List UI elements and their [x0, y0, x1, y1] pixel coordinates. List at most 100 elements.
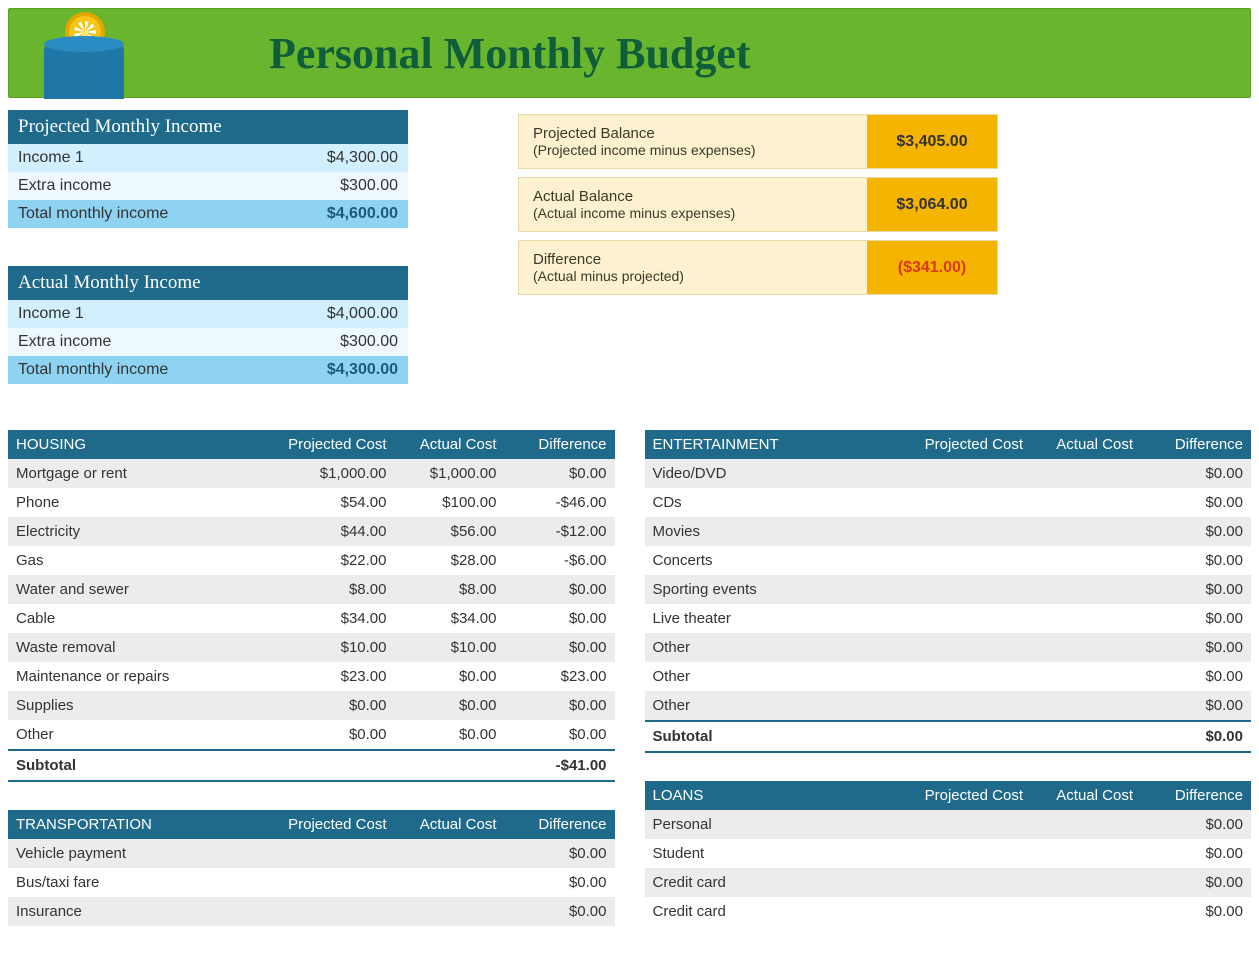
balance-label: Actual Balance(Actual income minus expen…	[519, 178, 867, 231]
row-label: Maintenance or repairs	[8, 662, 265, 691]
row-actual	[1031, 691, 1141, 721]
row-actual	[1031, 459, 1141, 488]
col-header-difference: Difference	[505, 810, 615, 839]
jar-icon	[44, 44, 124, 99]
projected-income-label: Income 1	[18, 149, 268, 167]
row-difference: $0.00	[1141, 575, 1251, 604]
row-difference: $0.00	[505, 633, 615, 662]
subtotal-label: Subtotal	[8, 750, 265, 781]
row-actual	[1031, 575, 1141, 604]
page-title: Personal Monthly Budget	[269, 28, 751, 79]
row-actual: $0.00	[395, 720, 505, 750]
row-difference: -$12.00	[505, 517, 615, 546]
row-label: Electricity	[8, 517, 265, 546]
row-label: Phone	[8, 488, 265, 517]
balance-subtitle: (Actual minus projected)	[533, 268, 853, 284]
row-actual: $100.00	[395, 488, 505, 517]
categories-left-column: HOUSINGProjected CostActual CostDifferen…	[8, 430, 615, 954]
projected-income-total-label: Total monthly income	[18, 205, 268, 223]
actual-income-value: $4,000.00	[268, 305, 398, 323]
row-projected	[901, 868, 1031, 897]
row-actual: $8.00	[395, 575, 505, 604]
category-name: ENTERTAINMENT	[645, 430, 902, 459]
row-difference: -$46.00	[505, 488, 615, 517]
row-actual	[1031, 897, 1141, 926]
row-difference: $0.00	[1141, 517, 1251, 546]
categories-right-column: ENTERTAINMENTProjected CostActual CostDi…	[645, 430, 1252, 954]
actual-income-row: Extra income$300.00	[8, 328, 408, 356]
row-projected: $44.00	[265, 517, 395, 546]
row-actual	[1031, 633, 1141, 662]
balance-column: Projected Balance(Projected income minus…	[518, 114, 998, 303]
balance-value: ($341.00)	[867, 241, 997, 294]
row-label: Other	[8, 720, 265, 750]
table-row: Concerts$0.00	[645, 546, 1252, 575]
row-difference: $0.00	[1141, 604, 1251, 633]
category-name: LOANS	[645, 781, 902, 810]
balance-subtitle: (Actual income minus expenses)	[533, 205, 853, 221]
row-difference: $0.00	[505, 897, 615, 926]
row-label: Supplies	[8, 691, 265, 720]
row-projected	[901, 517, 1031, 546]
row-label: Personal	[645, 810, 902, 839]
row-difference: $0.00	[1141, 488, 1251, 517]
table-row: Live theater$0.00	[645, 604, 1252, 633]
row-difference: $0.00	[505, 868, 615, 897]
row-label: Vehicle payment	[8, 839, 265, 868]
row-label: Concerts	[645, 546, 902, 575]
row-label: Student	[645, 839, 902, 868]
row-actual: $56.00	[395, 517, 505, 546]
row-projected: $8.00	[265, 575, 395, 604]
table-row: Supplies$0.00$0.00$0.00	[8, 691, 615, 720]
actual-income-header: Actual Monthly Income	[8, 266, 408, 300]
row-difference: $0.00	[1141, 868, 1251, 897]
col-header-projected: Projected Cost	[265, 430, 395, 459]
actual-income-total-label: Total monthly income	[18, 361, 268, 379]
row-actual: $0.00	[395, 691, 505, 720]
table-row: Gas$22.00$28.00-$6.00	[8, 546, 615, 575]
row-label: Gas	[8, 546, 265, 575]
row-difference: $23.00	[505, 662, 615, 691]
table-row: Video/DVD $0.00	[645, 459, 1252, 488]
row-label: Mortgage or rent	[8, 459, 265, 488]
balance-row: Projected Balance(Projected income minus…	[518, 114, 998, 169]
col-header-actual: Actual Cost	[395, 810, 505, 839]
row-label: Insurance	[8, 897, 265, 926]
projected-income-label: Extra income	[18, 177, 268, 195]
col-header-actual: Actual Cost	[1031, 430, 1141, 459]
row-projected: $22.00	[265, 546, 395, 575]
col-header-projected: Projected Cost	[901, 430, 1031, 459]
balance-value: $3,405.00	[867, 115, 997, 168]
table-row: Electricity$44.00$56.00-$12.00	[8, 517, 615, 546]
row-difference: $0.00	[1141, 810, 1251, 839]
table-row: Mortgage or rent$1,000.00$1,000.00$0.00	[8, 459, 615, 488]
row-difference: $0.00	[1141, 459, 1251, 488]
subtotal-row: Subtotal-$41.00	[8, 750, 615, 781]
row-projected	[901, 691, 1031, 721]
row-actual	[395, 839, 505, 868]
table-row: Sporting events$0.00	[645, 575, 1252, 604]
row-label: Cable	[8, 604, 265, 633]
row-projected	[901, 575, 1031, 604]
row-projected	[901, 604, 1031, 633]
row-difference: $0.00	[505, 575, 615, 604]
row-actual	[1031, 868, 1141, 897]
row-difference: $0.00	[505, 459, 615, 488]
row-label: Video/DVD	[645, 459, 902, 488]
table-row: Other$0.00	[645, 691, 1252, 721]
col-header-projected: Projected Cost	[265, 810, 395, 839]
actual-income-total-value: $4,300.00	[268, 361, 398, 379]
row-projected: $34.00	[265, 604, 395, 633]
table-row: Vehicle payment$0.00	[8, 839, 615, 868]
row-difference: $0.00	[505, 720, 615, 750]
table-row: Insurance $0.00	[8, 897, 615, 926]
row-label: Waste removal	[8, 633, 265, 662]
row-label: Other	[645, 633, 902, 662]
category-table: LOANSProjected CostActual CostDifference…	[645, 781, 1252, 926]
row-label: Bus/taxi fare	[8, 868, 265, 897]
table-row: Other$0.00	[645, 633, 1252, 662]
projected-income-row: Extra income$300.00	[8, 172, 408, 200]
row-actual	[1031, 604, 1141, 633]
table-row: Credit card$0.00	[645, 897, 1252, 926]
row-projected	[901, 662, 1031, 691]
